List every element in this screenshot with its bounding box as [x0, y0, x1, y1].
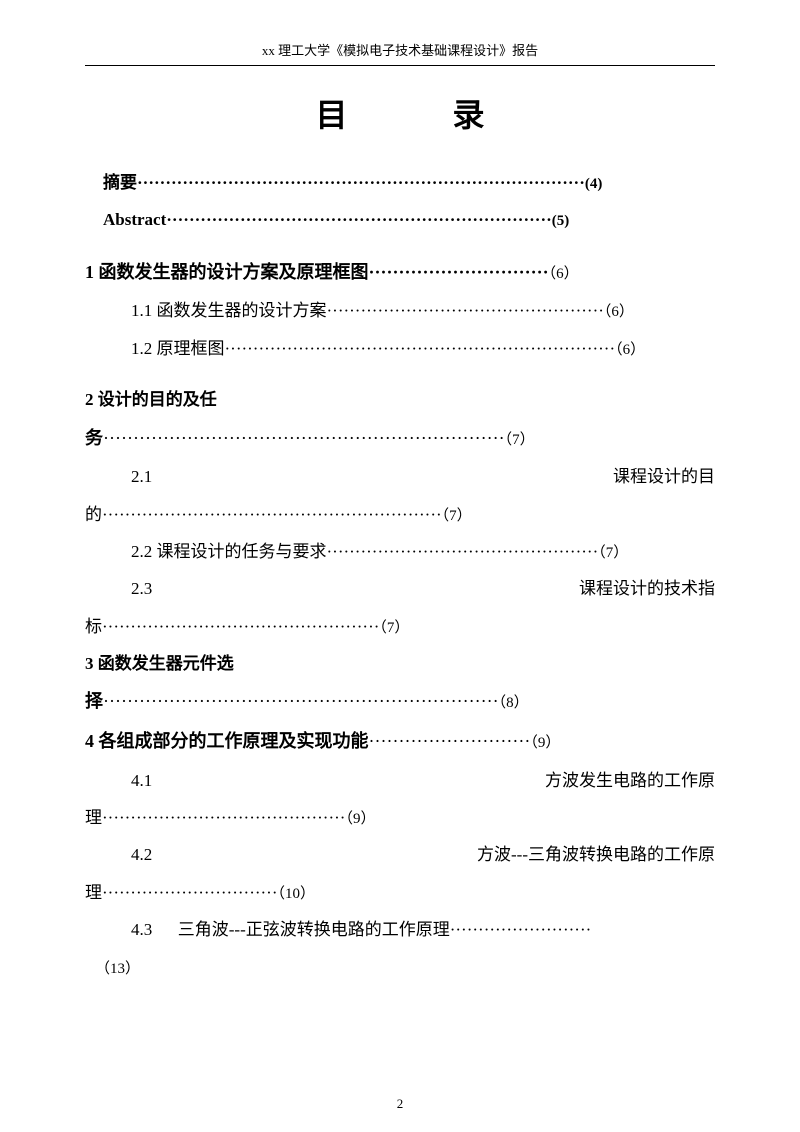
- toc-entry-4-3-line1: 4.3 三角波---正弦波转换电路的工作原理··················…: [85, 911, 715, 948]
- toc-entry-2-3-line2: 标·······································…: [85, 608, 715, 645]
- toc-entry-4-2-line2: 理·······························（10）: [85, 874, 715, 911]
- toc-entry-1: 1 函数发生器的设计方案及原理框图·······················…: [85, 253, 715, 293]
- toc-dots: ········································…: [102, 617, 379, 636]
- toc-dots: ········································…: [102, 808, 345, 827]
- toc-label: 务: [85, 428, 103, 448]
- toc-entry-3-line2: 择·······································…: [85, 682, 715, 722]
- toc-page: （13）: [95, 961, 140, 977]
- toc-dots: ········································…: [137, 173, 585, 192]
- toc-entry-4-1-line2: 理·······································…: [85, 799, 715, 836]
- toc-label: 理: [85, 883, 102, 902]
- toc-dots: ········································…: [103, 691, 499, 711]
- toc-label: 三角波---正弦波转换电路的工作原理: [178, 920, 450, 939]
- toc-num: 4.2: [131, 836, 152, 873]
- page-number: 2: [0, 1096, 800, 1112]
- toc-label: Abstract: [103, 210, 166, 229]
- toc-entry-4-1-line1: 4.1 方波发生电路的工作原: [85, 762, 715, 799]
- toc-page: （7）: [442, 508, 472, 524]
- toc-label: 的: [85, 505, 102, 524]
- toc-entry-1-1: 1.1 函数发生器的设计方案··························…: [85, 292, 715, 329]
- toc-page: （7）: [598, 545, 628, 561]
- toc-label: 择: [85, 691, 103, 711]
- toc-entry-2-1-line1: 2.1 课程设计的目: [85, 458, 715, 495]
- toc-entry-3-line1: 3 函数发生器元件选: [85, 645, 715, 682]
- toc-label: 方波发生电路的工作原: [545, 762, 715, 799]
- toc-num: 4.3: [131, 920, 152, 939]
- toc-dots: ···························: [369, 731, 531, 751]
- toc-num: 2.3: [131, 570, 152, 607]
- toc-entry-2-2: 2.2 课程设计的任务与要求··························…: [85, 533, 715, 570]
- toc-entry-4-3-line2: （13）: [85, 949, 715, 986]
- toc-dots: ········································…: [327, 301, 604, 320]
- toc-entry-2-1-line2: 的·······································…: [85, 496, 715, 533]
- toc-dots: ········································…: [166, 210, 552, 229]
- toc-dots: ········································…: [327, 542, 599, 561]
- toc-entry-4: 4 各组成部分的工作原理及实现功能·······················…: [85, 722, 715, 762]
- toc-entry-abstract-en: Abstract································…: [85, 201, 715, 238]
- toc-label: 课程设计的目: [613, 458, 715, 495]
- toc-page: （9）: [345, 811, 375, 827]
- toc-label: 方波---三角波转换电路的工作原: [477, 836, 715, 873]
- toc-label: 1.1 函数发生器的设计方案: [131, 301, 327, 320]
- toc-page: （6）: [615, 342, 645, 358]
- page-header: xx 理工大学《模拟电子技术基础课程设计》报告: [85, 40, 715, 66]
- toc-num: 2.1: [131, 458, 152, 495]
- toc-dots: ········································…: [103, 428, 505, 448]
- toc-page: （7）: [505, 432, 535, 448]
- toc-label: 标: [85, 617, 102, 636]
- toc-entry-2-3-line1: 2.3 课程设计的技术指: [85, 570, 715, 607]
- toc-label: 理: [85, 808, 102, 827]
- toc-page: （10）: [278, 886, 316, 902]
- toc-dots: ······························: [369, 262, 549, 282]
- toc-entry-abstract-cn: 摘要······································…: [85, 164, 715, 201]
- toc-num: 4.1: [131, 762, 152, 799]
- toc-label: 1.2 原理框图: [131, 339, 225, 358]
- toc-label: 2.2 课程设计的任务与要求: [131, 542, 327, 561]
- toc-page: （7）: [379, 620, 409, 636]
- toc-label: 课程设计的技术指: [579, 570, 715, 607]
- toc-page: （9）: [530, 735, 560, 751]
- toc-page: （6）: [604, 304, 634, 320]
- toc-dots: ·························: [450, 920, 592, 939]
- toc-label: 摘要: [103, 173, 137, 192]
- toc-entry-4-2-line1: 4.2 方波---三角波转换电路的工作原: [85, 836, 715, 873]
- toc-page: （6）: [549, 266, 579, 282]
- toc-entry-1-2: 1.2 原理框图································…: [85, 330, 715, 367]
- toc-dots: ········································…: [102, 505, 442, 524]
- toc-page: (5): [552, 213, 570, 229]
- toc-dots: ········································…: [225, 339, 616, 358]
- toc-page: (4): [585, 176, 603, 192]
- toc-label: 1 函数发生器的设计方案及原理框图: [85, 262, 369, 282]
- toc-entry-2-line2: 务·······································…: [85, 419, 715, 459]
- toc-entry-2-line1: 2 设计的目的及任: [85, 381, 715, 418]
- toc-dots: ·······························: [102, 883, 278, 902]
- toc-label: 4 各组成部分的工作原理及实现功能: [85, 731, 369, 751]
- toc-page: （8）: [499, 695, 529, 711]
- toc-title: 目 录: [85, 90, 715, 136]
